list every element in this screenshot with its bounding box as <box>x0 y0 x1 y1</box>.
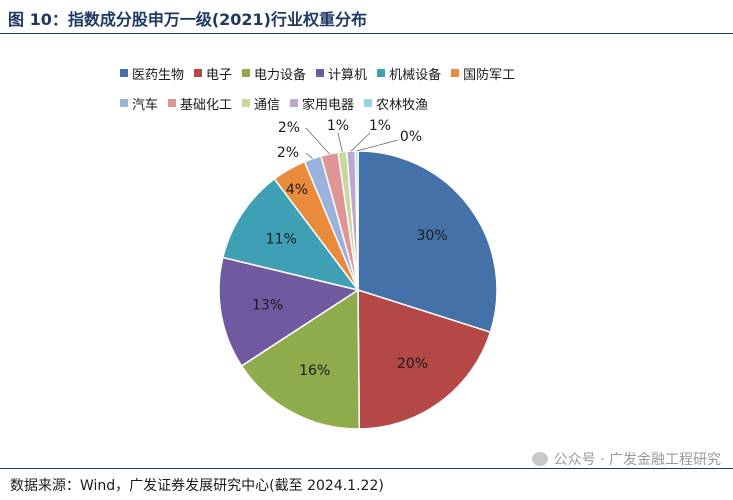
legend-row: 汽车 基础化工 通信 家用电器 农林牧渔 <box>120 88 640 118</box>
legend-label: 家用电器 <box>302 97 355 113</box>
leader-line <box>305 127 330 155</box>
data-label: 2% <box>278 120 300 136</box>
leader-line <box>350 132 371 152</box>
data-label: 13% <box>252 298 283 314</box>
legend-swatch <box>194 69 203 77</box>
legend-item: 计算机 <box>316 64 367 83</box>
legend-label: 基础化工 <box>180 97 233 113</box>
legend-item: 农林牧渔 <box>364 94 428 113</box>
data-label: 11% <box>266 232 297 248</box>
pie-slice <box>240 288 361 430</box>
legend-row: 医药生物 电子 电力设备 计算机 机械设备 国防军工 <box>120 58 640 88</box>
wechat-icon <box>531 452 548 466</box>
title-bar: 图 10：指数成分股申万一级(2021)行业权重分布 <box>0 0 733 34</box>
legend-swatch <box>451 69 460 77</box>
legend-label: 电子 <box>206 67 233 83</box>
legend-item: 汽车 <box>120 94 158 113</box>
legend-swatch <box>364 99 373 107</box>
pie-slice <box>218 256 360 367</box>
data-label: 30% <box>417 228 448 244</box>
legend-label: 计算机 <box>328 67 368 83</box>
pie-slice <box>357 288 492 430</box>
data-label: 1% <box>327 118 349 134</box>
leader-line <box>337 132 343 152</box>
legend-label: 汽车 <box>132 97 159 113</box>
leader-line <box>356 139 399 152</box>
legend-item: 电子 <box>194 64 232 83</box>
chart-legend: 医药生物 电子 电力设备 计算机 机械设备 国防军工汽车 基础化工 通信 家用电器 农林牧渔 <box>120 58 640 118</box>
data-label: 2% <box>277 145 299 161</box>
legend-label: 农林牧渔 <box>376 97 429 113</box>
legend-label: 电力设备 <box>254 67 307 83</box>
legend-swatch <box>290 99 299 107</box>
pie-chart: 30% 20% 16% 13% 11% 4% 2% 2% 1% 1% 0% <box>218 118 498 430</box>
legend-swatch <box>242 99 251 107</box>
watermark-text: 公众号 · 广发金融工程研究 <box>553 452 721 468</box>
pie-slice <box>357 150 498 334</box>
legend-label: 医药生物 <box>132 67 185 83</box>
data-label: 16% <box>299 363 330 379</box>
legend-label: 机械设备 <box>389 67 442 83</box>
legend-item: 家用电器 <box>290 94 354 113</box>
legend-swatch <box>168 99 177 107</box>
source-note: 数据来源：Wind，广发证券发展研究中心(截至 2024.1.22) <box>10 478 384 494</box>
data-label: 4% <box>286 182 308 198</box>
leader-line <box>305 152 313 159</box>
legend-item: 国防军工 <box>451 64 515 83</box>
legend-swatch <box>120 99 128 107</box>
legend-item: 基础化工 <box>168 94 232 113</box>
legend-item: 医药生物 <box>120 64 184 83</box>
legend-item: 电力设备 <box>242 64 306 83</box>
legend-label: 通信 <box>254 97 281 113</box>
data-label: 0% <box>400 129 422 145</box>
footer: 数据来源：Wind，广发证券发展研究中心(截至 2024.1.22) 公众号 ·… <box>0 452 733 500</box>
pie-slice <box>221 177 360 292</box>
watermark: 公众号 · 广发金融工程研究 <box>531 449 721 469</box>
legend-swatch <box>120 69 128 77</box>
data-label: 1% <box>369 118 391 134</box>
legend-swatch <box>377 69 386 77</box>
legend-item: 机械设备 <box>377 64 441 83</box>
legend-item: 通信 <box>242 94 280 113</box>
legend-swatch <box>242 69 251 77</box>
legend-swatch <box>316 69 325 77</box>
data-label: 20% <box>397 356 428 372</box>
figure-title: 图 10：指数成分股申万一级(2021)行业权重分布 <box>8 10 367 29</box>
legend-label: 国防军工 <box>463 67 516 83</box>
